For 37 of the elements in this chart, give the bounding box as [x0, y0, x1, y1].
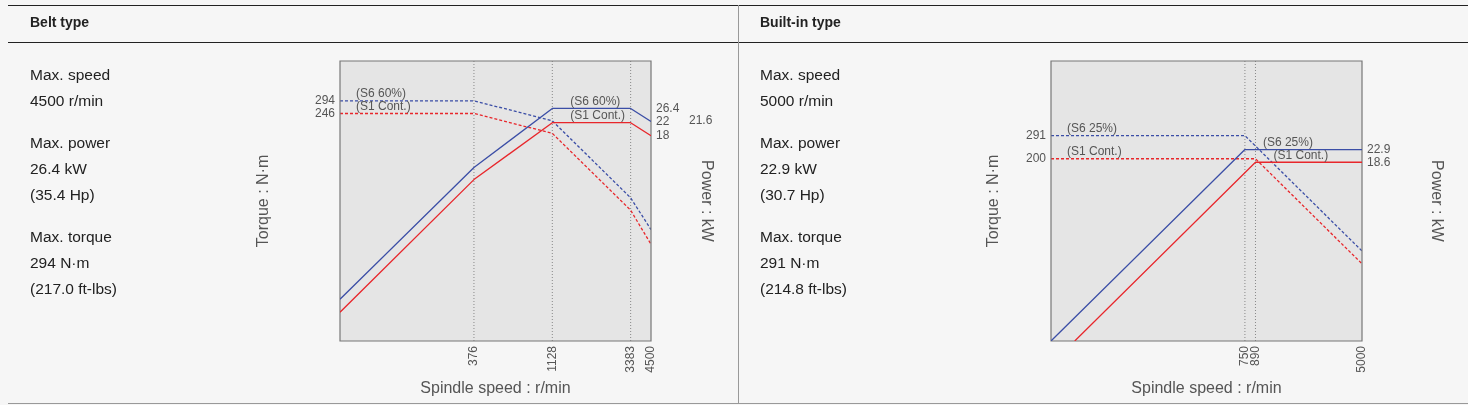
- y-tick-label: 22: [656, 113, 670, 128]
- y-tick-label: 294: [314, 93, 336, 108]
- text: Max. torque 294 N·m (217.0 ft-lbs): [30, 227, 118, 299]
- text: Max. speed 5000 r/min: [760, 65, 842, 111]
- text: Max. torque 291 N·m (214.8 ft-lbs): [760, 227, 848, 299]
- x-tick-label: 3383: [622, 345, 637, 373]
- y-tick-label: 246: [314, 105, 336, 120]
- series-label: (S1 Cont.): [570, 108, 625, 123]
- y-tick-label: 200: [1025, 151, 1047, 166]
- y-axis-title: Torque : N·m: [254, 154, 272, 248]
- text: Built-in type: [760, 14, 841, 30]
- y-axis-title: Torque : N·m: [984, 154, 1002, 248]
- text: Max. power 26.4 kW (35.4 Hp): [30, 133, 112, 205]
- text: 21.6: [689, 113, 713, 128]
- y-tick-label: 26.4: [656, 100, 680, 115]
- text: Max. power 22.9 kW (30.7 Hp): [760, 133, 842, 205]
- series-label: (S6 25%): [1067, 120, 1118, 135]
- text: Belt type: [30, 14, 90, 30]
- series-label: (S6 60%): [570, 93, 621, 108]
- y-tick-label: 22.9: [1367, 141, 1391, 156]
- x-tick-label: 4500: [643, 345, 658, 373]
- x-axis-title: Spindle speed : r/min: [420, 378, 571, 396]
- y-tick-label: 18: [656, 127, 670, 142]
- x-tick-label: 1128: [544, 345, 559, 372]
- series-label: (S6 60%): [356, 86, 407, 101]
- x-axis-title: Spindle speed : r/min: [1131, 378, 1282, 396]
- text: Max. speed 4500 r/min: [30, 65, 112, 111]
- series-label: (S6 25%): [1262, 134, 1313, 149]
- x-tick-label: 5000: [1354, 345, 1369, 373]
- series-label: (S1 Cont.): [1067, 144, 1122, 159]
- y-axis-title: Power : kW: [1428, 160, 1446, 243]
- y-tick-label: 291: [1025, 127, 1047, 142]
- y-tick-label: 18.6: [1367, 154, 1391, 169]
- series-label: (S1 Cont.): [1273, 147, 1329, 162]
- x-tick-label: 376: [466, 345, 481, 367]
- y-axis-title: Power : kW: [698, 160, 716, 243]
- x-tick-label: 890: [1247, 345, 1262, 367]
